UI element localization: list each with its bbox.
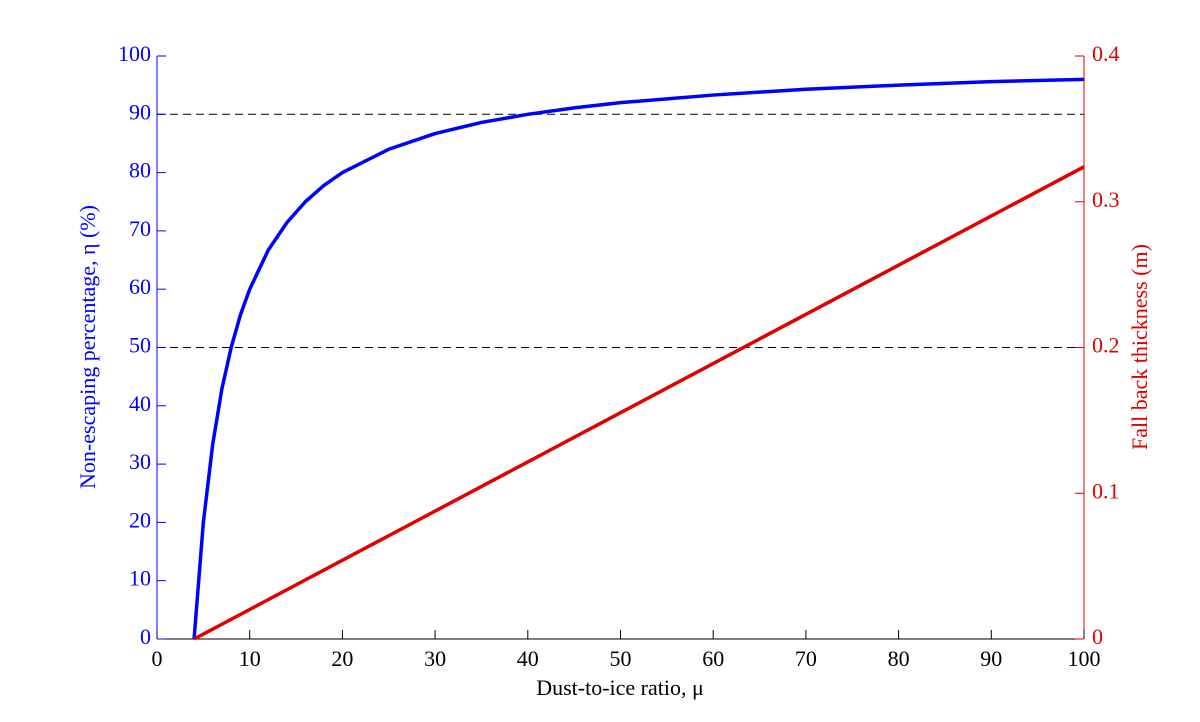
y-tick-label: 70 xyxy=(129,216,151,241)
x-tick-label: 30 xyxy=(424,646,446,671)
x-axis-label: Dust-to-ice ratio, μ xyxy=(536,675,704,700)
x-tick-label: 60 xyxy=(702,646,724,671)
x-tick-label: 90 xyxy=(980,646,1002,671)
y-tick-label: 40 xyxy=(129,391,151,416)
x-tick-label: 40 xyxy=(517,646,539,671)
y-tick-label: 0 xyxy=(140,624,151,649)
series-line xyxy=(193,165,1085,641)
y-tick-label: 80 xyxy=(129,158,151,183)
y-tick-label: 10 xyxy=(129,566,151,591)
x-tick-label: 0 xyxy=(152,646,163,671)
x-tick-label: 80 xyxy=(888,646,910,671)
y-tick-label: 100 xyxy=(118,41,151,66)
y-tick-label: 50 xyxy=(129,333,151,358)
y2-axis-label: Fall back thickness (m) xyxy=(1127,244,1152,450)
y-tick-label: 60 xyxy=(129,274,151,299)
x-tick-label: 50 xyxy=(610,646,632,671)
y2-tick-label: 0.2 xyxy=(1092,333,1120,358)
x-tick-label: 10 xyxy=(239,646,261,671)
y-tick-label: 30 xyxy=(129,449,151,474)
x-tick-label: 100 xyxy=(1068,646,1101,671)
y2-tick-label: 0.3 xyxy=(1092,187,1120,212)
y2-tick-label: 0 xyxy=(1092,624,1103,649)
x-tick-label: 20 xyxy=(331,646,353,671)
series-line xyxy=(192,77,1085,640)
y2-tick-label: 0.4 xyxy=(1092,41,1120,66)
y-tick-label: 90 xyxy=(129,99,151,124)
x-tick-label: 70 xyxy=(795,646,817,671)
y-tick-label: 20 xyxy=(129,507,151,532)
y-axis-label: Non-escaping percentage, η (%) xyxy=(75,205,100,489)
y2-tick-label: 0.1 xyxy=(1092,478,1120,503)
